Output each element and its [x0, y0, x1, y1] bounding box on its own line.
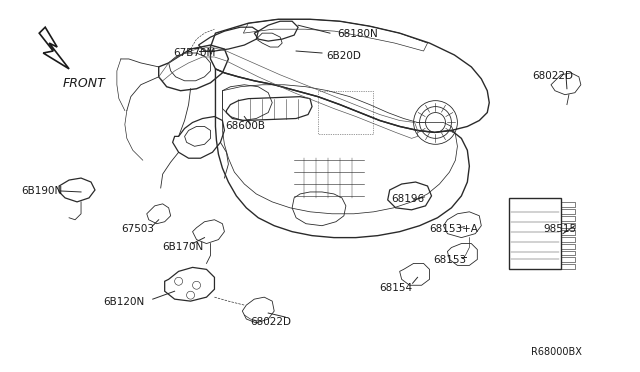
Text: 67B70M: 67B70M [173, 48, 216, 58]
Text: 68153+A: 68153+A [429, 224, 478, 234]
Text: 68022D: 68022D [250, 317, 291, 327]
Text: 68153: 68153 [433, 256, 467, 266]
Bar [561, 237, 575, 241]
Bar [561, 209, 575, 214]
Text: 6B170N: 6B170N [163, 241, 204, 251]
Text: FRONT: FRONT [63, 77, 106, 90]
Bar [561, 223, 575, 228]
Text: R68000BX: R68000BX [531, 347, 582, 357]
Text: 68022D: 68022D [532, 71, 573, 81]
Text: 6B20D: 6B20D [326, 51, 361, 61]
Bar [561, 257, 575, 262]
Text: 68180N: 68180N [337, 29, 378, 39]
Text: 98515: 98515 [543, 224, 576, 234]
Bar [561, 244, 575, 248]
Bar [318, 91, 372, 134]
Text: 68154: 68154 [380, 283, 413, 293]
Bar [561, 264, 575, 269]
Text: 68196: 68196 [392, 194, 425, 204]
Text: 67503: 67503 [121, 224, 154, 234]
Bar [561, 216, 575, 221]
Text: 6B120N: 6B120N [103, 297, 144, 307]
Bar [561, 250, 575, 256]
Text: 68600B: 68600B [225, 122, 266, 131]
Text: 6B190N: 6B190N [21, 186, 63, 196]
Bar [561, 202, 575, 207]
Bar [509, 198, 561, 269]
Bar [561, 230, 575, 235]
